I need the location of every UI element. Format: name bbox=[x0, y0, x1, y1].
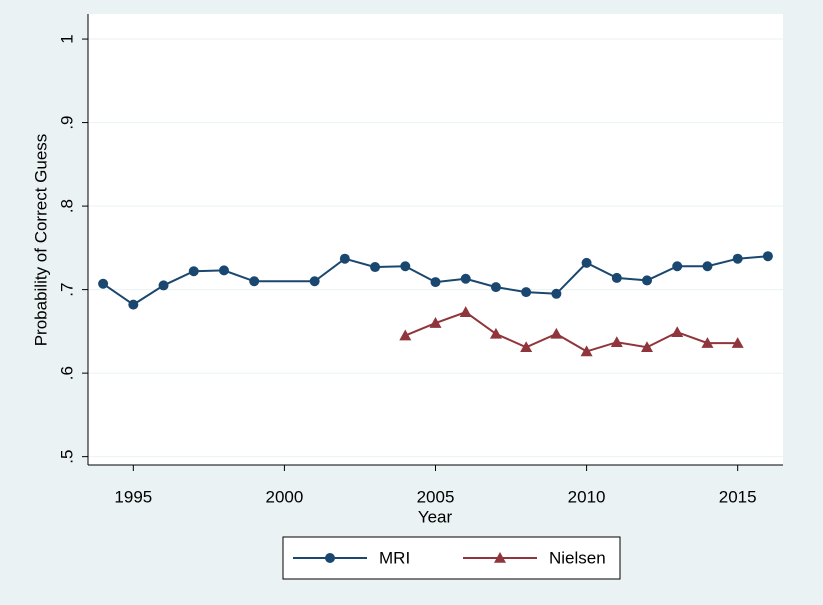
point bbox=[459, 306, 472, 317]
plot-area bbox=[88, 14, 783, 465]
point bbox=[762, 251, 773, 262]
point bbox=[489, 327, 502, 339]
legend-label: MRI bbox=[379, 548, 410, 567]
legend-marker bbox=[325, 553, 335, 563]
x-tick-label: 2005 bbox=[417, 487, 455, 506]
series-line bbox=[404, 311, 738, 353]
point bbox=[188, 266, 199, 277]
y-axis-label: Probability of Correct Guess bbox=[31, 134, 50, 347]
y-tick-label: .9 bbox=[57, 115, 76, 129]
legend-label: Nielsen bbox=[549, 548, 606, 567]
y-tick-label: .6 bbox=[57, 366, 76, 380]
legend-marker bbox=[494, 552, 506, 563]
x-tick-label: 2000 bbox=[265, 487, 303, 506]
point bbox=[309, 276, 320, 287]
point bbox=[429, 317, 442, 328]
y-tick-label: 1 bbox=[57, 34, 76, 43]
x-tick-label: 2015 bbox=[719, 487, 757, 506]
point bbox=[641, 341, 654, 353]
point bbox=[399, 329, 412, 341]
point bbox=[671, 326, 684, 338]
x-axis-label: Year bbox=[418, 507, 453, 526]
point bbox=[218, 265, 229, 276]
point bbox=[731, 337, 744, 348]
point bbox=[580, 345, 593, 357]
point bbox=[550, 327, 563, 339]
point bbox=[460, 273, 471, 284]
point bbox=[249, 276, 260, 287]
point bbox=[611, 272, 622, 283]
point bbox=[551, 288, 562, 299]
point bbox=[430, 277, 441, 288]
x-tick-label: 2010 bbox=[568, 487, 606, 506]
y-tick-label: .5 bbox=[57, 450, 76, 464]
point bbox=[339, 253, 350, 264]
point bbox=[642, 275, 653, 286]
series-line bbox=[102, 255, 768, 306]
point bbox=[732, 253, 743, 264]
point bbox=[520, 341, 533, 353]
point bbox=[701, 337, 714, 348]
point bbox=[702, 261, 713, 272]
point bbox=[400, 261, 411, 272]
point bbox=[490, 282, 501, 293]
point bbox=[128, 299, 139, 310]
point bbox=[521, 287, 532, 298]
y-tick-label: .8 bbox=[57, 199, 76, 213]
x-tick-label: 1995 bbox=[114, 487, 152, 506]
point bbox=[370, 262, 381, 273]
point bbox=[158, 280, 169, 291]
point bbox=[610, 336, 623, 348]
point bbox=[672, 261, 683, 272]
point bbox=[581, 257, 592, 268]
y-tick-label: .7 bbox=[57, 283, 76, 297]
point bbox=[98, 278, 109, 289]
